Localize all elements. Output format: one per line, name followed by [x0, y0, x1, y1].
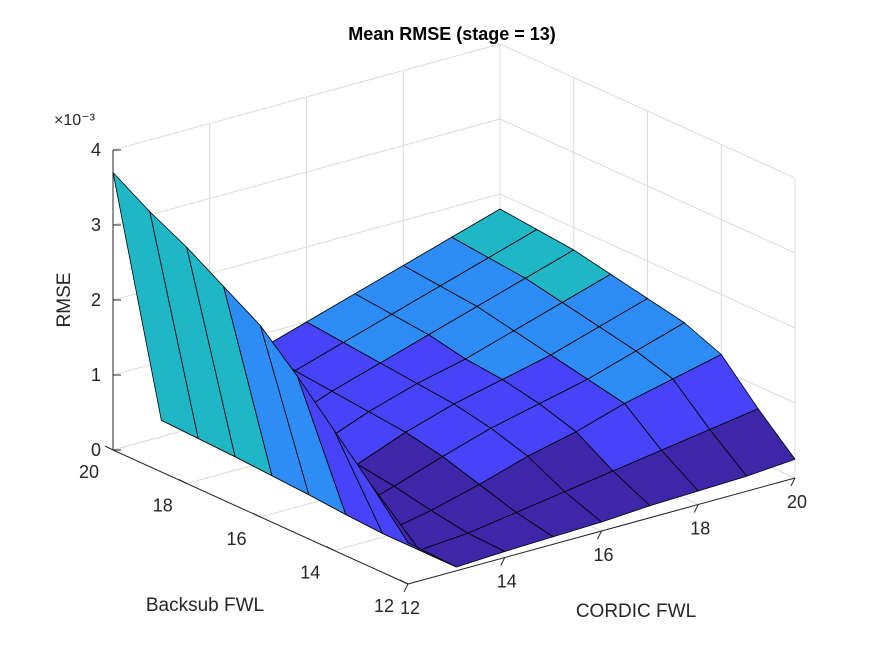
z-tick-label: 3 [91, 215, 101, 235]
y-tick-label: 12 [374, 596, 394, 616]
y-tick-label: 14 [300, 563, 320, 583]
y-axis-label: Backsub FWL [146, 595, 264, 616]
z-tick-label: 0 [91, 440, 101, 460]
z-tick-label: 2 [91, 290, 101, 310]
x-tick-mark [597, 530, 602, 540]
grid-line [499, 193, 796, 329]
z-axis-label: RMSE [54, 273, 75, 328]
x-axis-label: CORDIC FWL [576, 601, 696, 622]
grid-line [499, 43, 796, 179]
z-tick-label: 1 [91, 365, 101, 385]
y-tick-label: 18 [153, 496, 173, 516]
grid-line [112, 43, 501, 151]
x-tick-mark [403, 583, 409, 593]
x-tick-label: 16 [593, 545, 613, 565]
x-tick-mark [500, 557, 506, 566]
grid-line [499, 118, 796, 254]
y-tick-mark [252, 512, 261, 518]
y-tick-label: 20 [79, 462, 99, 482]
grid-line [112, 118, 501, 226]
y-tick-mark [104, 445, 114, 451]
y-tick-label: 16 [226, 529, 246, 549]
surface [112, 172, 796, 568]
x-tick-label: 18 [690, 519, 710, 539]
z-exponent-label: ×10⁻³ [54, 112, 96, 129]
y-tick-mark [399, 579, 409, 585]
chart-title: Mean RMSE (stage = 13) [348, 24, 556, 44]
x-tick-label: 20 [787, 492, 807, 512]
y-tick-mark [178, 479, 187, 484]
surface-facet [370, 484, 457, 568]
z-tick-label: 4 [91, 140, 101, 160]
y-tick-mark [326, 546, 335, 551]
x-tick-label: 14 [497, 572, 517, 592]
x-tick-mark [790, 477, 796, 487]
axes [104, 149, 796, 593]
x-tick-mark [693, 504, 699, 513]
x-tick-label: 12 [400, 598, 420, 618]
